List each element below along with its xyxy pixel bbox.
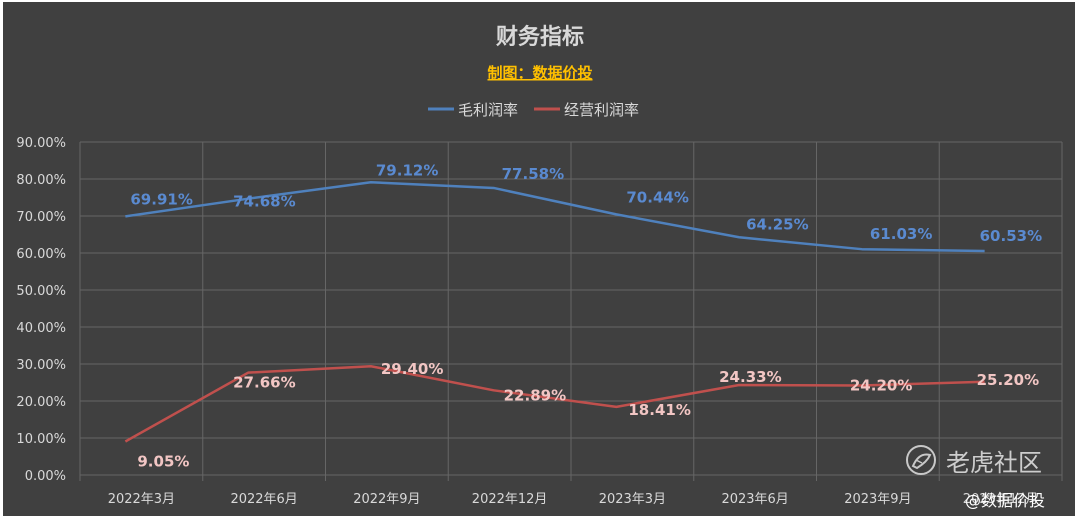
y-tick-label: 50.00% xyxy=(16,284,66,299)
y-tick-label: 60.00% xyxy=(16,247,66,262)
x-axis: 2022年3月 2022年6月 2022年9月 2022年12月 2023年3月 2023… xyxy=(108,492,1039,507)
watermark-logo-text: 老虎社区 xyxy=(946,449,1042,477)
y-tick-label: 70.00% xyxy=(16,210,66,225)
data-label: 9.05% xyxy=(137,453,189,471)
watermark-handle: @数据价投 xyxy=(965,491,1045,510)
y-axis: 0.00% 10.00% 20.00% 30.00% 40.00% 50.00% 60.00… xyxy=(16,136,66,484)
series-line-2 xyxy=(124,364,985,443)
x-tick-label: 2023年3月 xyxy=(599,492,666,507)
data-label: 64.25% xyxy=(746,215,808,233)
x-tick-label: 2023年6月 xyxy=(721,492,788,507)
chart-background xyxy=(3,2,1075,516)
y-tick-label: 40.00% xyxy=(16,321,66,336)
chart-subtitle: 制图：数据价投 xyxy=(487,64,592,82)
data-label: 60.53% xyxy=(980,227,1042,245)
x-tick-label: 2023年9月 xyxy=(844,492,911,507)
data-label: 70.44% xyxy=(626,188,688,206)
y-tick-label: 80.00% xyxy=(16,173,66,188)
data-label: 29.40% xyxy=(381,360,443,378)
data-label: 27.66% xyxy=(233,374,295,392)
data-label: 22.89% xyxy=(504,386,566,404)
x-tick-label: 2022年3月 xyxy=(108,492,175,507)
x-tick-label: 2023年12月 xyxy=(963,492,1039,507)
chart-title: 财务指标 xyxy=(496,24,584,50)
y-tick-label: 30.00% xyxy=(16,358,66,373)
data-label: 24.20% xyxy=(850,376,912,394)
legend: 毛利润率 经营利润率 xyxy=(428,101,639,119)
y-tick-label: 90.00% xyxy=(16,136,66,151)
series-layer: 69.91% 74.68% 79.12% 77.58% 70.44% 64.25% 61.0… xyxy=(124,161,1042,471)
data-label: 79.12% xyxy=(376,161,438,179)
x-tick-label: 2022年6月 xyxy=(230,492,297,507)
x-tick-label: 2022年9月 xyxy=(353,492,420,507)
data-label: 61.03% xyxy=(870,225,932,243)
data-label: 77.58% xyxy=(502,165,564,183)
data-label: 18.41% xyxy=(628,401,690,419)
x-tick-label: 2022年12月 xyxy=(472,492,548,507)
data-label: 74.68% xyxy=(233,193,295,211)
data-label: 24.33% xyxy=(719,368,781,386)
watermark-logo: 老虎社区 xyxy=(906,445,1042,477)
legend-label: 毛利润率 xyxy=(458,101,518,119)
data-label: 69.91% xyxy=(130,190,192,208)
legend-label: 经营利润率 xyxy=(564,101,639,119)
series-line-1 xyxy=(125,181,985,253)
tiger-logo-icon xyxy=(906,445,936,475)
y-tick-label: 10.00% xyxy=(16,432,66,447)
data-label: 25.20% xyxy=(977,371,1039,389)
y-tick-label: 0.00% xyxy=(25,469,66,484)
y-tick-label: 20.00% xyxy=(16,395,66,410)
